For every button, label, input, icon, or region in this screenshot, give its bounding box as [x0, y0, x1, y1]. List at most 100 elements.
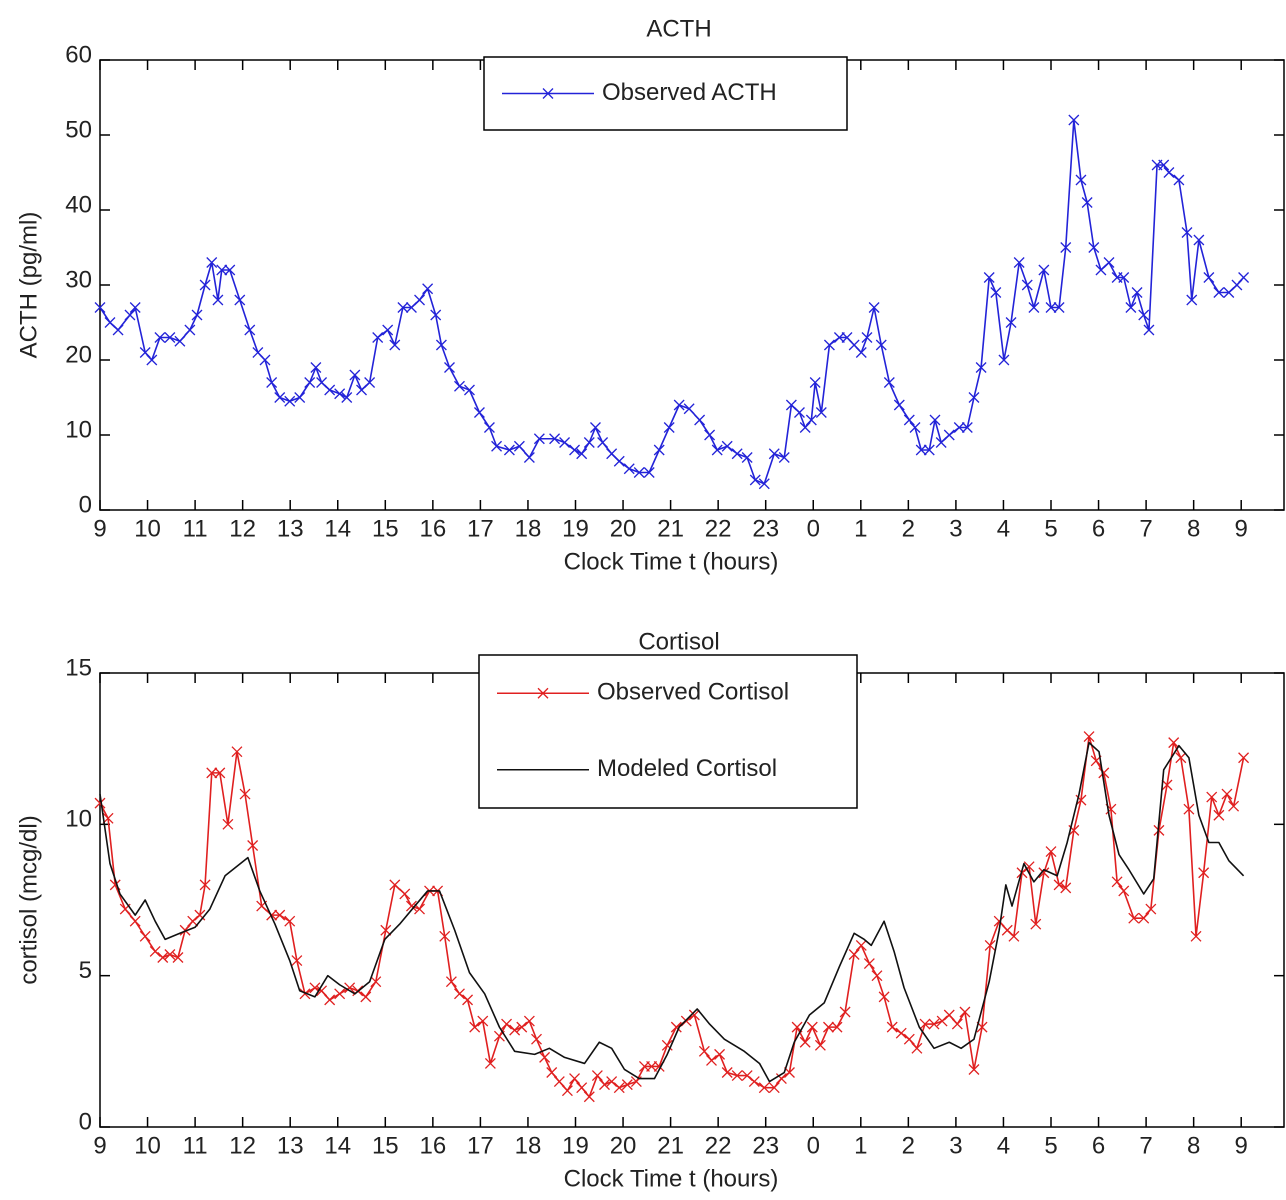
data-point — [477, 1015, 489, 1027]
data-point — [688, 1009, 700, 1021]
data-point — [911, 1042, 923, 1054]
x-tick-label: 1 — [854, 1132, 867, 1159]
data-point — [621, 1079, 633, 1091]
data-point — [389, 339, 401, 351]
data-point — [316, 985, 328, 997]
legend-marker — [537, 687, 549, 699]
x-tick-label: 19 — [562, 515, 589, 542]
data-point — [909, 422, 921, 433]
data-point — [444, 362, 455, 373]
x-tick-label: 17 — [467, 515, 494, 542]
data-point — [875, 339, 887, 351]
data-point — [1030, 918, 1042, 930]
data-point — [653, 444, 665, 456]
data-point — [1206, 791, 1218, 803]
x-tick-label: 5 — [1044, 515, 1057, 542]
data-point — [599, 1079, 610, 1091]
data-point — [704, 429, 716, 441]
data-point — [334, 988, 346, 1000]
data-point — [959, 1006, 971, 1018]
data-point — [569, 444, 581, 456]
data-point — [1168, 737, 1180, 749]
data-point — [187, 915, 199, 927]
data-point — [923, 444, 935, 456]
data-point — [706, 1054, 717, 1066]
legend-box — [478, 654, 858, 809]
x-tick-label: 10 — [134, 515, 161, 542]
data-point — [778, 452, 790, 463]
data-point — [714, 1048, 726, 1060]
data-point — [334, 388, 346, 400]
data-point — [815, 407, 827, 418]
data-point — [1088, 242, 1100, 253]
y-tick-label: 10 — [65, 416, 92, 443]
data-point — [1198, 867, 1210, 879]
data-point — [863, 958, 875, 970]
data-point — [222, 818, 234, 830]
data-point — [731, 1070, 743, 1082]
data-point — [823, 339, 835, 351]
data-point — [405, 900, 417, 912]
data-point — [775, 1073, 787, 1085]
x-tick-label: 7 — [1139, 1132, 1152, 1159]
data-point — [559, 437, 571, 448]
data-point — [462, 994, 474, 1006]
x-axis-label: Clock Time t (hours) — [564, 1165, 779, 1192]
data-point — [561, 1085, 573, 1097]
x-tick-label: 22 — [705, 1132, 732, 1159]
series-line — [99, 119, 1245, 485]
data-point — [179, 924, 191, 936]
data-point — [1161, 779, 1173, 791]
x-tick-label: 5 — [1044, 1132, 1057, 1159]
data-point — [768, 1082, 780, 1094]
data-point — [1213, 287, 1225, 298]
data-point — [1038, 264, 1050, 276]
data-point — [501, 1018, 513, 1030]
data-point — [206, 257, 218, 268]
data-point — [806, 1021, 818, 1033]
x-tick-label: 8 — [1187, 1132, 1200, 1159]
data-point — [670, 1021, 682, 1033]
data-point — [823, 1021, 834, 1033]
data-point — [146, 354, 158, 366]
x-tick-label: 15 — [372, 515, 399, 542]
data-point — [324, 994, 336, 1006]
data-point — [953, 422, 965, 433]
legend-label: Observed ACTH — [602, 79, 777, 106]
data-point — [749, 474, 761, 486]
data-point — [951, 1018, 963, 1030]
y-tick-label: 0 — [79, 1108, 92, 1135]
x-tick-label: 20 — [610, 1132, 637, 1159]
data-point — [983, 272, 995, 283]
data-point — [1118, 885, 1130, 897]
data-point — [936, 1015, 948, 1027]
data-point — [299, 988, 311, 1000]
series-line — [99, 741, 1245, 1083]
data-point — [878, 991, 890, 1003]
data-point — [1083, 731, 1095, 743]
data-point — [799, 1036, 811, 1048]
data-point — [216, 264, 228, 276]
data-point — [310, 362, 322, 373]
data-point — [758, 478, 770, 490]
data-point — [154, 332, 166, 343]
data-point — [919, 1018, 931, 1030]
data-point — [975, 362, 987, 373]
data-point — [422, 283, 434, 295]
data-point — [414, 294, 425, 306]
data-point — [464, 384, 475, 396]
data-point — [663, 422, 675, 433]
x-tick-label: 3 — [949, 515, 962, 542]
data-point — [1118, 272, 1130, 283]
data-point — [1186, 294, 1198, 306]
data-point — [1038, 867, 1050, 879]
data-point — [1060, 242, 1072, 253]
data-point — [613, 1082, 625, 1094]
x-tick-label: 20 — [610, 515, 637, 542]
x-tick-label: 0 — [807, 1132, 820, 1159]
x-tick-label: 21 — [657, 515, 684, 542]
series — [99, 741, 1245, 1083]
data-point — [861, 332, 873, 343]
data-point — [831, 1021, 843, 1033]
x-tick-label: 13 — [277, 515, 304, 542]
